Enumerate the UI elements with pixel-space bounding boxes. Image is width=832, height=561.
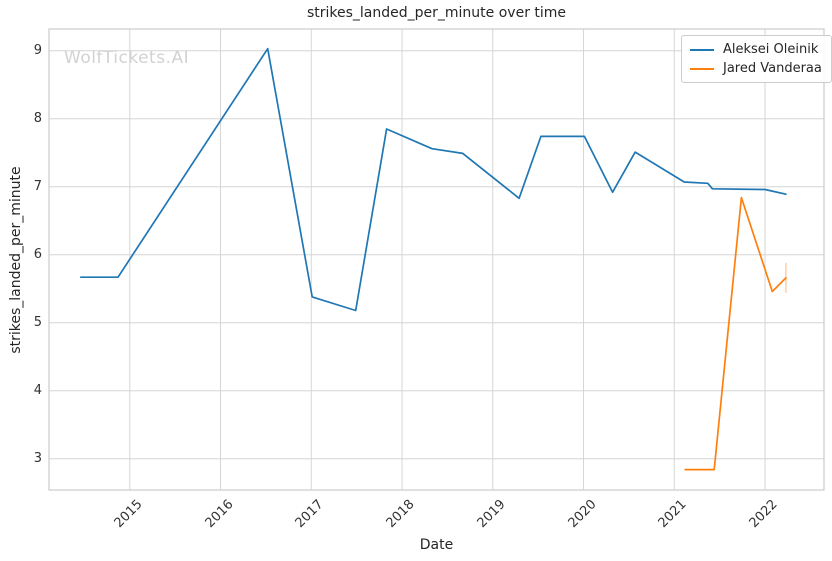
y-tick-label: 8	[33, 110, 42, 126]
legend-label: Jared Vanderaa	[723, 61, 822, 76]
y-tick-label: 4	[33, 382, 42, 398]
y-tick-label: 3	[33, 450, 42, 466]
legend-label: Aleksei Oleinik	[723, 42, 819, 57]
series-line-0	[79, 47, 787, 312]
chart-title: strikes_landed_per_minute over time	[306, 5, 567, 21]
series-line-1	[684, 196, 787, 471]
x-axis-label: Date	[419, 537, 454, 553]
y-tick-label: 5	[33, 314, 42, 330]
legend-line-sample-blue	[690, 48, 714, 51]
watermark: WolfTickets.AI	[64, 48, 190, 68]
plot-border	[48, 28, 825, 491]
legend-line-sample-orange	[690, 67, 714, 70]
y-tick-label: 7	[33, 178, 42, 194]
y-tick-label: 9	[33, 42, 42, 58]
legend-item-jared-vanderaa: Jared Vanderaa	[690, 59, 822, 78]
legend-item-aleksei-oleinik: Aleksei Oleinik	[690, 40, 822, 59]
legend: Aleksei Oleinik Jared Vanderaa	[681, 35, 832, 83]
y-tick-label: 6	[33, 246, 42, 262]
